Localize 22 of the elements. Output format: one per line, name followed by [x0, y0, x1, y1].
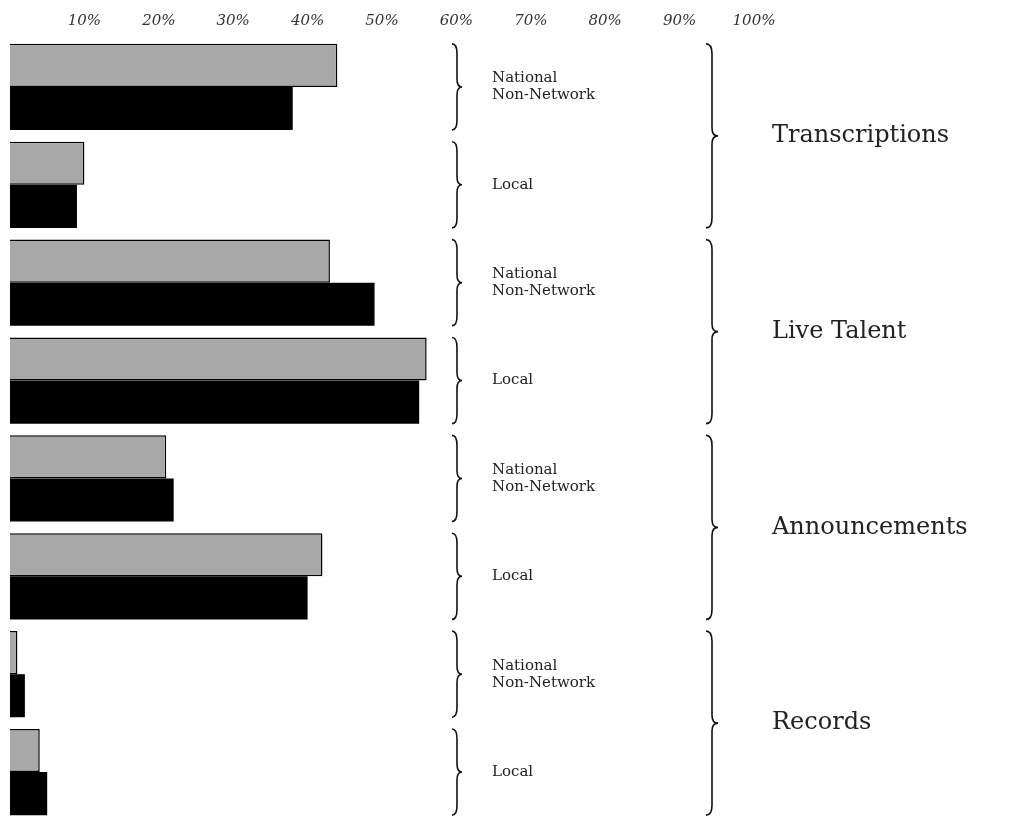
y-tick-label: Local [492, 174, 534, 193]
y-tick-label: Local [492, 370, 534, 389]
x-tick-label: 70% [514, 10, 548, 29]
x-tick-label: 40% [289, 10, 325, 29]
x-tick-label: 60% [439, 10, 474, 29]
x-tick-label: 90% [662, 10, 697, 29]
y-tick-label: National Non-Network [492, 264, 596, 300]
x-tick-label: 80% [588, 10, 622, 29]
text: Records [772, 707, 872, 736]
y-tick-label: National Non-Network [492, 655, 596, 691]
x-tick-label: 50% [365, 10, 399, 29]
x-tick-label: 100% [732, 10, 776, 29]
x-tick-label: 30% [216, 10, 250, 29]
text: Announcements [771, 511, 968, 540]
x-tick-label: 20% [141, 10, 176, 29]
text: Transcriptions [772, 120, 950, 149]
y-tick-label: Local [492, 566, 534, 585]
x-tick-label: 10% [67, 10, 102, 29]
y-tick-label: Local [492, 761, 534, 780]
y-tick-label: National Non-Network [492, 459, 596, 495]
y-tick-label: National Non-Network [492, 68, 596, 104]
text: Live Talent [772, 315, 907, 344]
